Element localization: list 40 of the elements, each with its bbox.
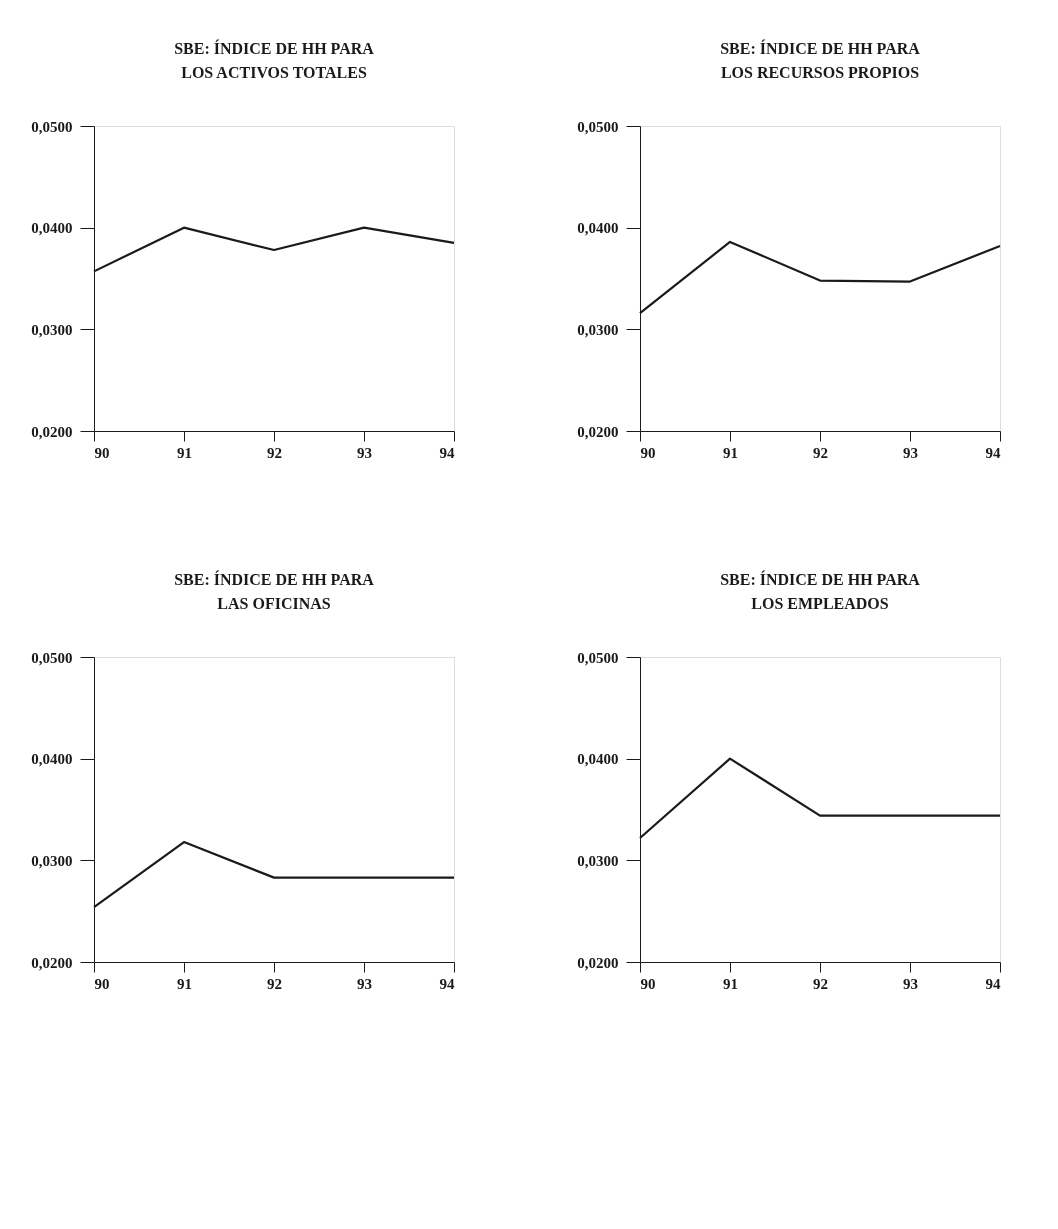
x-tick-label: 92 xyxy=(813,444,828,461)
y-tick-label: 0,0500 xyxy=(577,118,619,135)
chart-title: SBE: ÍNDICE DE HH PARA LOS EMPLEADOS xyxy=(720,570,921,612)
y-tick-label: 0,0200 xyxy=(577,954,619,971)
x-tick-label: 93 xyxy=(357,975,372,992)
y-tick-label: 0,0300 xyxy=(577,852,619,869)
x-tick-label: 90 xyxy=(640,444,656,461)
y-tick-label: 0,0400 xyxy=(31,220,73,237)
chart-title: SBE: ÍNDICE DE HH PARA LOS ACTIVOS TOTALES xyxy=(174,39,375,81)
x-tick-label: 91 xyxy=(177,444,192,461)
x-tick-label: 93 xyxy=(357,444,372,461)
x-tick-label: 94 xyxy=(439,444,455,461)
x-tick-label: 94 xyxy=(985,444,1001,461)
y-tick-label: 0,0300 xyxy=(577,321,619,338)
y-tick-label: 0,0400 xyxy=(31,751,73,768)
y-tick-label: 0,0500 xyxy=(31,118,73,135)
y-tick-label: 0,0200 xyxy=(577,423,619,440)
x-tick-label: 93 xyxy=(903,444,918,461)
y-tick-label: 0,0300 xyxy=(31,321,73,338)
y-tick-label: 0,0400 xyxy=(577,751,619,768)
x-tick-label: 94 xyxy=(439,975,455,992)
x-tick-label: 91 xyxy=(723,975,738,992)
x-tick-label: 92 xyxy=(267,444,282,461)
y-tick-label: 0,0200 xyxy=(31,423,73,440)
y-tick-label: 0,0400 xyxy=(577,220,619,237)
y-tick-label: 0,0500 xyxy=(577,649,619,666)
x-tick-label: 90 xyxy=(94,444,110,461)
x-tick-label: 91 xyxy=(723,444,738,461)
x-tick-label: 93 xyxy=(903,975,918,992)
y-tick-label: 0,0500 xyxy=(31,649,73,666)
y-tick-label: 0,0200 xyxy=(31,954,73,971)
y-tick-label: 0,0300 xyxy=(31,852,73,869)
x-tick-label: 90 xyxy=(640,975,656,992)
x-tick-label: 92 xyxy=(813,975,828,992)
x-tick-label: 90 xyxy=(94,975,110,992)
x-tick-label: 94 xyxy=(985,975,1001,992)
x-tick-label: 91 xyxy=(177,975,192,992)
x-tick-label: 92 xyxy=(267,975,282,992)
chart-title: SBE: ÍNDICE DE HH PARA LAS OFICINAS xyxy=(174,570,375,612)
chart-title: SBE: ÍNDICE DE HH PARA LOS RECURSOS PROPIOS xyxy=(720,39,921,81)
